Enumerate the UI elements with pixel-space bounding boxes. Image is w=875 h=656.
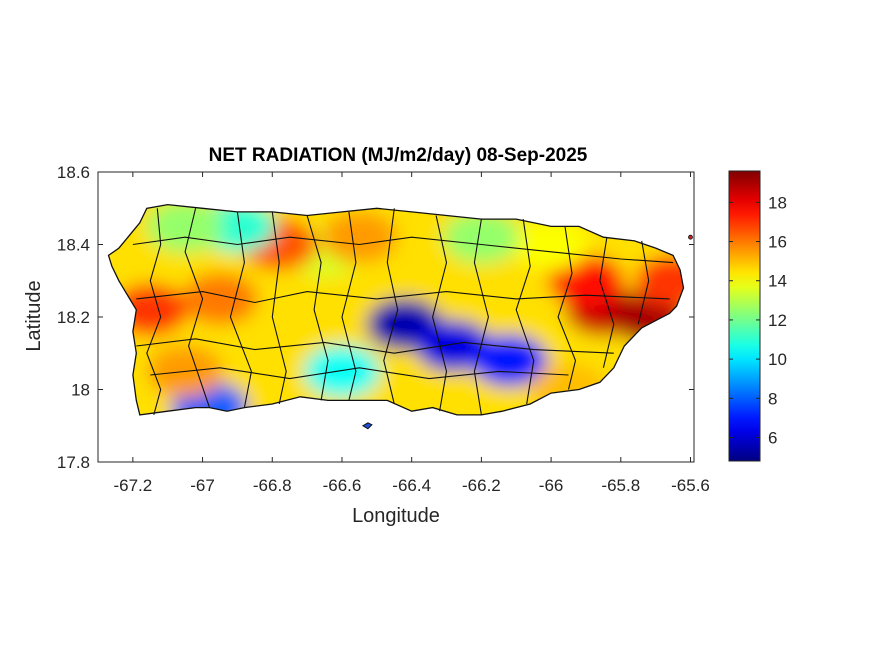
- islet: [361, 422, 373, 430]
- municipality-boundary: [136, 291, 670, 304]
- municipality-boundary: [136, 338, 614, 354]
- field-hotspot: [304, 345, 380, 398]
- municipality-boundary: [150, 367, 569, 380]
- x-tick-label: -66.8: [253, 476, 292, 495]
- coastline: [107, 203, 685, 416]
- municipality-boundary: [383, 208, 399, 405]
- municipality-boundary: [271, 211, 287, 405]
- colorbar-tick-label: 8: [768, 389, 777, 408]
- x-tick-label: -66.2: [462, 476, 501, 495]
- colorbar-tick-label: 14: [768, 272, 787, 291]
- municipality-boundary: [341, 211, 357, 401]
- colorbar-ticks: 6 8 10 12 14 16 18: [729, 193, 787, 447]
- municipality-boundaries: [132, 208, 674, 416]
- field-hotspot: [443, 211, 520, 264]
- x-tick-label: -65.6: [671, 476, 710, 495]
- x-tick-label: -66: [539, 476, 564, 495]
- y-tick-label: 18.4: [57, 236, 90, 255]
- field-hotspot: [182, 272, 258, 325]
- x-tick-label: -67: [190, 476, 215, 495]
- y-tick-label: 18.6: [57, 163, 90, 182]
- field-hotspot: [471, 334, 548, 387]
- colorbar-tick-label: 10: [768, 350, 787, 369]
- x-axis-ticks: -67.2 -67 -66.8 -66.6 -66.4 -66.2 -66 -65.8 -65.…: [113, 172, 710, 495]
- y-axis-label: Latitude: [23, 280, 45, 351]
- municipality-boundary: [637, 240, 650, 325]
- municipality-boundary: [599, 237, 615, 368]
- islets: [361, 234, 693, 430]
- municipality-boundary: [432, 215, 448, 412]
- field-hotspot: [635, 254, 684, 307]
- field-hotspot: [199, 204, 276, 253]
- x-tick-label: -66.6: [323, 476, 362, 495]
- colorbar-tick-label: 16: [768, 233, 787, 252]
- x-axis-label: Longitude: [352, 505, 440, 527]
- colorbar-tick-label: 18: [768, 193, 787, 212]
- municipality-boundary: [229, 211, 252, 408]
- colorbar: [728, 170, 761, 462]
- municipality-boundary: [515, 219, 535, 405]
- y-axis-ticks: 17.8 18 18.2 18.4 18.6: [57, 163, 694, 472]
- islet: [688, 234, 693, 240]
- x-tick-label: -65.8: [601, 476, 640, 495]
- x-tick-label: -66.4: [392, 476, 431, 495]
- plot-title: NET RADIATION (MJ/m2/day) 08-Sep-2025: [209, 145, 588, 166]
- y-tick-label: 17.8: [57, 453, 90, 472]
- municipality-boundary: [473, 219, 489, 415]
- x-tick-label: -67.2: [113, 476, 152, 495]
- municipality-boundary: [306, 215, 329, 401]
- y-tick-label: 18: [71, 381, 90, 400]
- municipality-boundary: [132, 236, 674, 264]
- municipality-boundary: [146, 208, 162, 416]
- colorbar-tick-label: 6: [768, 428, 777, 447]
- y-tick-label: 18.2: [57, 308, 90, 327]
- field-hotspot: [321, 211, 398, 264]
- municipality-boundary: [557, 226, 577, 390]
- colorbar-tick-label: 12: [768, 311, 787, 330]
